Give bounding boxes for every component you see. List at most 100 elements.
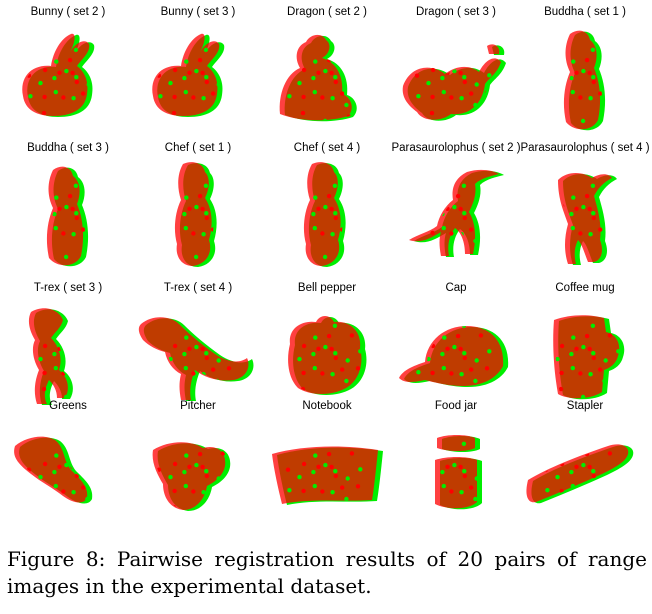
sample-point [616, 349, 621, 354]
sample-point [187, 346, 192, 351]
sample-point [67, 57, 73, 63]
sample-point [187, 70, 192, 75]
sample-point [63, 254, 69, 260]
point-cloud-render [553, 315, 625, 400]
sample-point [326, 333, 332, 339]
sample-point [313, 453, 318, 458]
sample-point [569, 351, 574, 357]
sample-point [313, 59, 318, 64]
sample-point [200, 346, 205, 352]
sample-point [229, 209, 233, 213]
sample-point [53, 365, 58, 371]
sample-point [172, 94, 177, 100]
sample-point [461, 441, 467, 446]
sample-point [287, 94, 292, 99]
sample-point [426, 475, 430, 479]
sample-point [484, 366, 490, 371]
sample-point [584, 57, 590, 63]
sample-point [449, 489, 454, 494]
sample-point [474, 82, 479, 87]
sample-point [52, 211, 57, 217]
sample-point [226, 366, 232, 371]
sample-point [571, 59, 576, 64]
panel-11: T-rex ( set 3 ) [3, 282, 133, 412]
sample-point [182, 75, 187, 81]
panel-16: Greens [3, 400, 133, 530]
sample-point [445, 346, 450, 351]
sample-point [459, 372, 464, 377]
sample-point [555, 474, 560, 480]
sample-point [545, 488, 550, 493]
sample-point [587, 346, 592, 352]
sample-point [81, 227, 86, 232]
sample-point [570, 89, 575, 95]
sample-point [358, 209, 362, 213]
sample-point [172, 370, 177, 376]
panel-9: Parasaurolophus ( set 2 ) [391, 142, 521, 272]
panel-label: T-rex ( set 3 ) [33, 282, 103, 294]
sample-point [574, 70, 579, 75]
sample-point [204, 75, 209, 80]
panel-label: Food jar [434, 400, 478, 412]
sample-point [305, 203, 307, 209]
sample-point [590, 323, 596, 328]
sample-point [220, 451, 226, 456]
sample-point [203, 442, 209, 446]
sample-point [613, 226, 614, 231]
sample-point [323, 344, 328, 350]
sample-point [64, 119, 68, 123]
sample-point [57, 464, 62, 469]
sample-point [452, 462, 457, 468]
point-cloud-render [555, 30, 608, 131]
sample-point [211, 367, 216, 372]
sample-point [200, 464, 205, 470]
sample-point [217, 114, 222, 116]
panel-7: Chef ( set 1 ) [133, 142, 263, 272]
sample-point [187, 464, 192, 469]
sample-point [559, 505, 563, 509]
sample-point [591, 469, 596, 474]
sample-point [558, 386, 564, 392]
sample-point [598, 227, 603, 232]
sample-point [326, 193, 332, 199]
sample-point [430, 203, 436, 209]
sample-point [316, 70, 321, 75]
panel-10: Parasaurolophus ( set 4 ) [520, 142, 650, 272]
sample-point [183, 483, 188, 489]
sample-point [42, 343, 48, 349]
sample-point [476, 508, 480, 512]
sample-point [316, 206, 321, 211]
sample-point [555, 81, 559, 85]
sample-point [99, 209, 103, 213]
sample-point [301, 247, 305, 251]
sample-point [191, 95, 196, 100]
sample-point [71, 372, 75, 376]
sample-point [329, 206, 334, 212]
sample-point [416, 94, 421, 99]
sample-point [172, 343, 178, 349]
sample-point [458, 70, 463, 76]
panel-label: Chef ( set 4 ) [293, 142, 361, 154]
sample-point [604, 82, 608, 86]
sample-point [581, 462, 586, 468]
point-cloud-render [174, 162, 233, 267]
sample-point [322, 254, 328, 260]
sample-point [182, 211, 187, 217]
sample-point [91, 193, 95, 197]
sample-point [218, 250, 222, 254]
panel-label: T-rex ( set 4 ) [163, 282, 233, 294]
sample-point [574, 206, 579, 211]
sample-point [484, 226, 490, 231]
sample-point [581, 68, 586, 74]
sample-point [430, 505, 434, 509]
sample-point [591, 355, 596, 361]
panel-label: Notebook [302, 400, 352, 412]
sample-point [344, 102, 349, 108]
sample-point [53, 89, 58, 95]
sample-point [88, 508, 92, 512]
sample-point [487, 209, 492, 214]
sample-point [184, 59, 189, 64]
sample-point [217, 218, 221, 222]
sample-point [442, 59, 447, 64]
sample-point [442, 335, 447, 340]
